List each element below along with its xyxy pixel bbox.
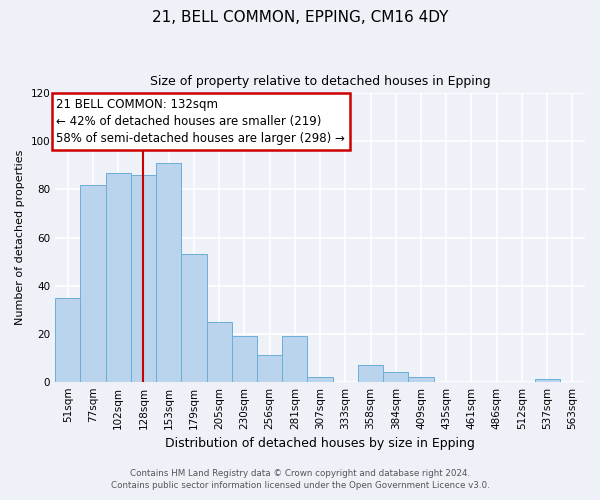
Bar	[257, 355, 282, 382]
Title: Size of property relative to detached houses in Epping: Size of property relative to detached ho…	[150, 75, 490, 88]
Bar	[282, 336, 307, 382]
Bar	[232, 336, 257, 382]
Bar	[358, 365, 383, 382]
Bar	[307, 377, 332, 382]
Bar	[383, 372, 409, 382]
Text: 21, BELL COMMON, EPPING, CM16 4DY: 21, BELL COMMON, EPPING, CM16 4DY	[152, 10, 448, 25]
Bar	[409, 377, 434, 382]
Bar	[181, 254, 206, 382]
Bar	[106, 172, 131, 382]
X-axis label: Distribution of detached houses by size in Epping: Distribution of detached houses by size …	[165, 437, 475, 450]
Bar	[55, 298, 80, 382]
Bar	[156, 163, 181, 382]
Text: 21 BELL COMMON: 132sqm
← 42% of detached houses are smaller (219)
58% of semi-de: 21 BELL COMMON: 132sqm ← 42% of detached…	[56, 98, 346, 145]
Bar	[206, 322, 232, 382]
Bar	[131, 175, 156, 382]
Bar	[535, 380, 560, 382]
Y-axis label: Number of detached properties: Number of detached properties	[15, 150, 25, 325]
Bar	[80, 184, 106, 382]
Text: Contains HM Land Registry data © Crown copyright and database right 2024.
Contai: Contains HM Land Registry data © Crown c…	[110, 468, 490, 490]
